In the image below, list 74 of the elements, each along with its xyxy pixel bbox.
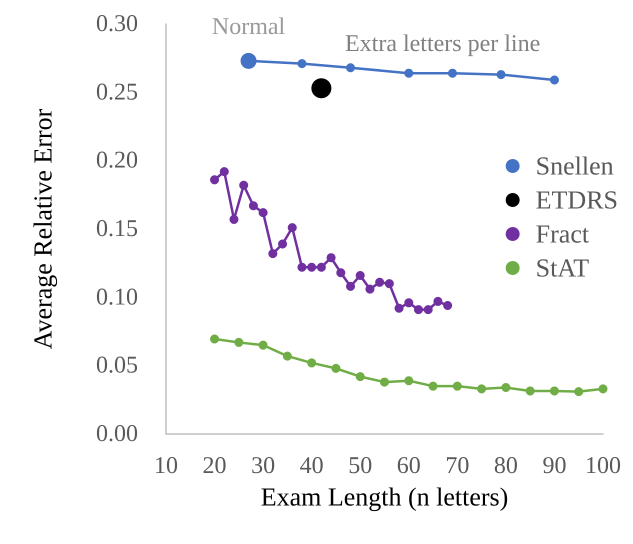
point [346, 282, 356, 291]
legend-label: ETDRS [536, 186, 618, 214]
point [258, 208, 268, 218]
annotation: Extra letters per line [345, 31, 540, 57]
point [550, 386, 559, 396]
point [404, 298, 414, 308]
point [220, 167, 229, 176]
y-tick-label: 0.10 [96, 284, 138, 310]
point [501, 383, 510, 392]
y-tick-label: 0.20 [96, 148, 138, 174]
point [428, 382, 438, 391]
point [229, 214, 238, 224]
point [234, 338, 244, 347]
point [297, 59, 306, 68]
annotation: Normal [212, 14, 286, 40]
point [526, 386, 535, 396]
point [346, 63, 356, 72]
point [598, 384, 608, 394]
y-axis-title: Average Relative Error [28, 108, 58, 350]
x-tick-label: 70 [445, 453, 470, 479]
y-tick-label: 0.25 [96, 79, 138, 106]
point [307, 358, 316, 368]
x-tick-label: 30 [251, 453, 276, 479]
point [404, 68, 414, 78]
x-tick-label: 50 [348, 453, 372, 479]
point [210, 334, 220, 344]
y-tick-label: 0.30 [96, 11, 138, 37]
point [311, 78, 332, 98]
point [336, 268, 346, 278]
point [248, 201, 258, 210]
y-tick-label: 0.05 [96, 352, 138, 379]
point [356, 372, 365, 382]
point [375, 278, 384, 287]
point [574, 387, 584, 396]
point [404, 376, 414, 386]
x-axis-title: Exam Length (n letters) [260, 482, 508, 512]
point [550, 76, 559, 85]
point [380, 378, 389, 387]
point [384, 279, 394, 288]
y-tick-label: 0.15 [96, 216, 138, 242]
point [278, 240, 288, 249]
x-tick-label: 60 [396, 453, 421, 479]
point [307, 262, 316, 272]
x-tick-label: 90 [542, 453, 566, 479]
point [326, 253, 336, 262]
point [297, 262, 306, 272]
point [433, 296, 442, 306]
legend-label: StAT [536, 254, 590, 282]
point [394, 304, 404, 313]
point [331, 364, 340, 373]
point [414, 305, 423, 314]
point [268, 249, 278, 258]
legend-label: Snellen [536, 152, 614, 180]
legend-label: Fract [536, 220, 590, 248]
x-tick-label: 20 [202, 453, 227, 479]
point [239, 180, 248, 190]
x-tick-label: 10 [154, 453, 178, 479]
x-tick-label: 40 [300, 453, 324, 479]
point [258, 340, 268, 350]
point [496, 70, 506, 80]
point [365, 284, 374, 294]
x-tick-label: 80 [494, 453, 518, 479]
point [356, 270, 365, 280]
x-tick-label: 100 [585, 453, 621, 479]
point [477, 384, 486, 394]
y-tick-label: 0.00 [96, 421, 138, 447]
point [288, 223, 297, 232]
point [448, 68, 457, 78]
point [424, 305, 433, 314]
point [282, 352, 292, 361]
point [210, 175, 220, 184]
point [316, 262, 326, 272]
point [443, 301, 452, 310]
point [452, 382, 462, 391]
